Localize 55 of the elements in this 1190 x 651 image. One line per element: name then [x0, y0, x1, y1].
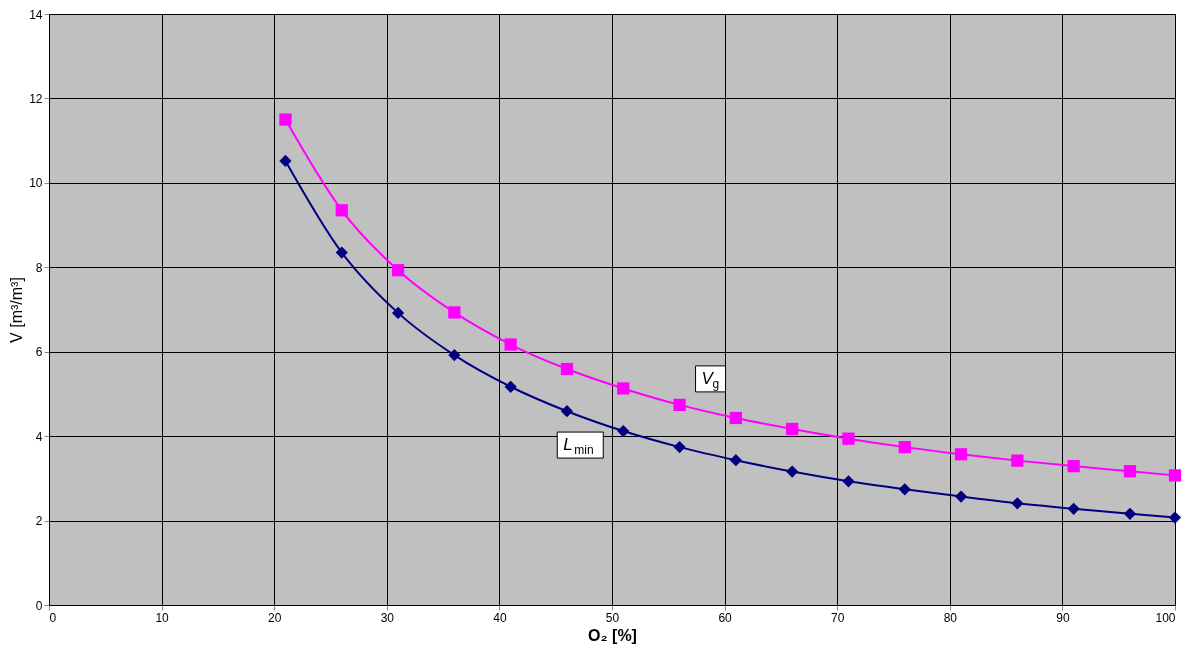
- point: [335, 204, 348, 217]
- point: [842, 432, 855, 445]
- point: [729, 454, 742, 467]
- x-tick-label: 50: [605, 610, 620, 625]
- x-tick-label: 20: [268, 610, 282, 625]
- point: [1168, 511, 1182, 524]
- point: [1011, 497, 1024, 510]
- point: [898, 440, 911, 454]
- point: [504, 380, 517, 393]
- x-tick-label: 10: [155, 610, 170, 625]
- x-tick-label: 60: [718, 610, 733, 625]
- y-tick-label: 2: [35, 514, 43, 529]
- point: [391, 306, 405, 319]
- x-tick-label: 40: [493, 610, 507, 625]
- point: [1123, 465, 1137, 478]
- point: [617, 382, 630, 395]
- point: [279, 113, 292, 126]
- point: [448, 306, 461, 319]
- point: [391, 264, 405, 277]
- x-tick-label: 0: [49, 610, 57, 625]
- point: [1011, 454, 1024, 467]
- point: [448, 348, 461, 362]
- point: [1067, 502, 1080, 515]
- x-tick-label: 30: [380, 610, 395, 625]
- point: [842, 475, 855, 488]
- point: [786, 422, 799, 436]
- x-tick-label: 80: [943, 610, 958, 625]
- point: [1168, 469, 1182, 482]
- y-tick-label: 0: [35, 598, 43, 613]
- x-tick-label: 100: [1155, 610, 1176, 625]
- x-axis-title: O₂ [%]: [588, 626, 637, 644]
- y-tick-label: 6: [35, 345, 43, 360]
- point: [673, 398, 686, 412]
- y-tick-label: 14: [29, 7, 43, 22]
- y-tick-label: 10: [29, 176, 43, 191]
- x-tick-label: 90: [1056, 610, 1070, 625]
- point: [786, 465, 799, 478]
- y-tick-label: 4: [35, 429, 43, 444]
- y-tick-label: 8: [35, 260, 43, 275]
- point: [1067, 459, 1080, 473]
- x-tick-label: 70: [831, 610, 845, 625]
- point: [617, 424, 630, 438]
- y-axis-title: V [m³/m³]: [8, 277, 26, 343]
- point: [560, 405, 574, 418]
- point: [335, 246, 348, 259]
- point: [729, 411, 742, 425]
- point: [898, 483, 911, 496]
- point: [673, 440, 686, 454]
- point: [279, 154, 292, 168]
- point: [504, 338, 517, 351]
- point: [954, 448, 968, 461]
- point: [560, 362, 574, 376]
- point: [954, 490, 968, 503]
- y-tick-label: 12: [29, 91, 43, 106]
- point: [1123, 507, 1137, 520]
